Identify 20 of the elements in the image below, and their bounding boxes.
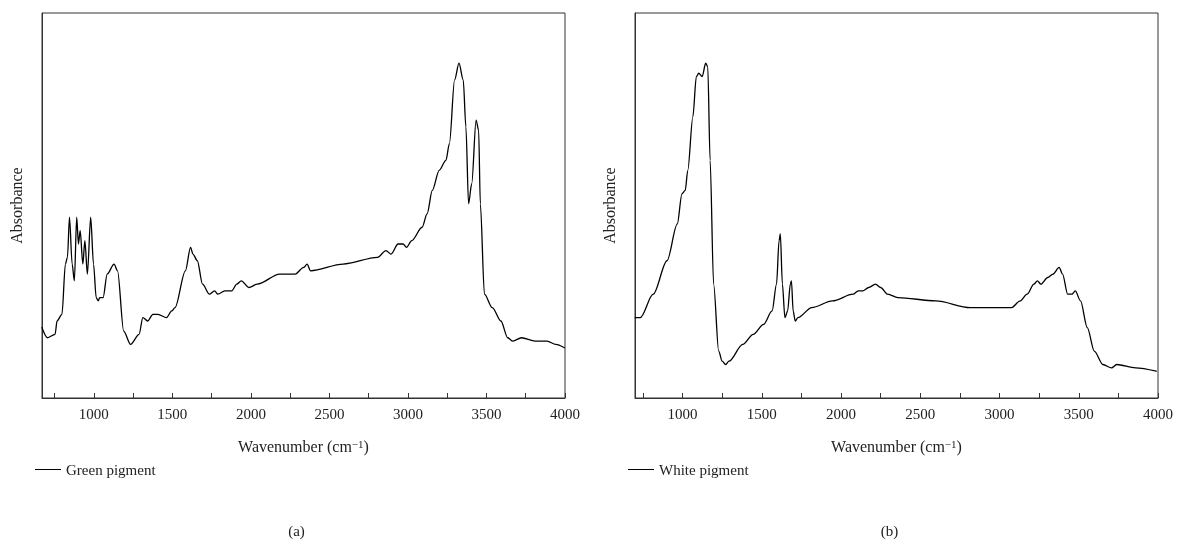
x-tick-label: 1000 — [78, 405, 109, 422]
text: (b) — [880, 522, 899, 540]
x-tick-label: 4000 — [550, 405, 580, 422]
y-axis-title: Absorbance — [600, 167, 618, 244]
x-tick-label: 1500 — [746, 405, 777, 422]
x-tick-label: 2500 — [314, 405, 345, 422]
x-tick-label: 2000 — [235, 405, 266, 422]
x-tick-label: 3500 — [471, 405, 502, 422]
legend-label: White pigment — [659, 461, 750, 478]
y-axis-title: Absorbance — [7, 167, 25, 244]
legend-label: Green pigment — [66, 461, 157, 478]
x-tick-label: 4000 — [1143, 405, 1173, 422]
x-tick-label: 2500 — [905, 405, 936, 422]
x-tick-label: 1000 — [667, 405, 698, 422]
x-tick-label: 2000 — [826, 405, 857, 422]
text: (a) — [288, 522, 305, 540]
x-tick-label: 3500 — [1063, 405, 1094, 422]
x-tick-label: 1500 — [157, 405, 188, 422]
x-tick-label: 3000 — [392, 405, 423, 422]
x-tick-label: 3000 — [984, 405, 1015, 422]
